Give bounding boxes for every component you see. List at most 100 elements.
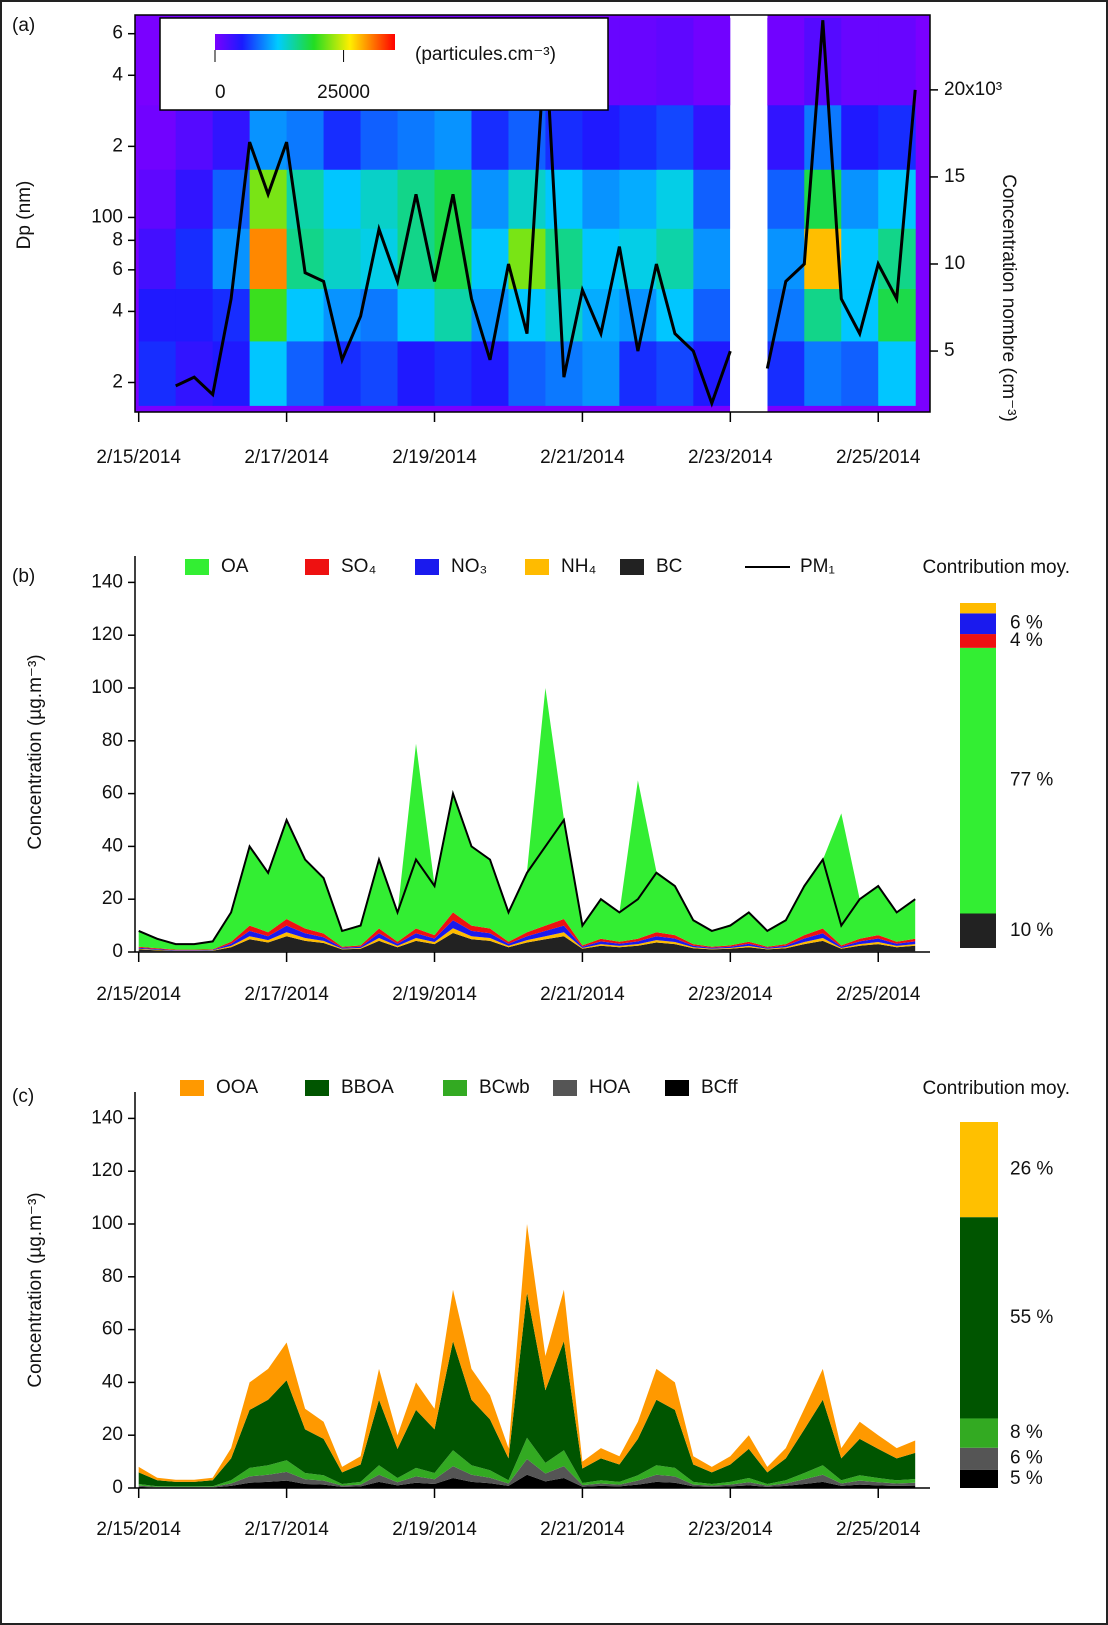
legend-label: HOA <box>589 1077 631 1098</box>
heatmap-cell <box>175 169 214 229</box>
y-tick-label: 2 <box>112 372 123 393</box>
contribution-bar <box>960 634 996 648</box>
contribution-label: 6 % <box>1010 613 1043 634</box>
heatmap-cell <box>804 228 842 290</box>
heatmap-cell <box>175 340 214 406</box>
legend-label: BCwb <box>479 1077 530 1098</box>
contribution-label: 10 % <box>1010 920 1053 941</box>
y-tick-label: 100 <box>91 1213 123 1234</box>
x-tick-label: 2/19/2014 <box>392 1519 477 1540</box>
heatmap-cell <box>656 340 694 406</box>
x-tick-label: 2/15/2014 <box>96 447 181 468</box>
heatmap-cell <box>693 169 731 229</box>
y-tick-label: 40 <box>102 1371 123 1392</box>
heatmap-cell <box>767 104 805 170</box>
contribution-bar <box>960 913 996 948</box>
y-tick-label: 100 <box>91 677 123 698</box>
y-tick-label: 120 <box>91 624 123 645</box>
contribution-label: 55 % <box>1010 1307 1053 1328</box>
heatmap-cell <box>693 288 731 342</box>
plot-frame <box>134 14 931 413</box>
heatmap-cell <box>138 228 177 290</box>
y-tick-label: 100 <box>91 206 123 227</box>
y-tick-label: 120 <box>91 1160 123 1181</box>
heatmap-cell <box>212 340 251 406</box>
legend-swatch <box>553 1080 577 1096</box>
heatmap-cell <box>212 104 251 170</box>
y-tick-label: 80 <box>102 730 123 751</box>
contribution-label: 4 % <box>1010 630 1043 651</box>
y2-axis-title: Concentration nombre (cm⁻³) <box>998 174 1019 422</box>
heatmap-cell <box>656 228 694 290</box>
heatmap-cell <box>804 288 842 342</box>
heatmap-cell <box>175 104 214 170</box>
contribution-bar <box>960 1122 998 1218</box>
contribution-label: 26 % <box>1010 1159 1053 1180</box>
y-tick-label: 60 <box>102 783 123 804</box>
heatmap-cell <box>619 104 657 170</box>
heatmap-cell <box>471 104 509 170</box>
pm-line <box>138 789 916 946</box>
heatmap-cell <box>619 340 657 406</box>
heatmap-cell <box>323 104 362 170</box>
x-tick-label: 2/21/2014 <box>540 1519 625 1540</box>
y-axis-title: Concentration (µg.m⁻³) <box>25 1192 46 1387</box>
heatmap-cell <box>656 104 694 170</box>
heatmap-cell <box>582 228 620 290</box>
data-gap <box>730 15 768 412</box>
legend-swatch <box>443 1080 467 1096</box>
heatmap-cell <box>286 288 325 342</box>
contribution-bar <box>960 1469 998 1488</box>
heatmap-cell <box>656 17 694 106</box>
stacked-area <box>138 912 916 951</box>
legend-swatch <box>180 1080 204 1096</box>
legend-label: OA <box>221 556 249 577</box>
colorbar-tick-label: 0 <box>215 82 226 103</box>
x-tick-label: 2/23/2014 <box>688 447 773 468</box>
x-tick-label: 2/25/2014 <box>836 1519 921 1540</box>
y-tick-label: 8 <box>112 229 123 250</box>
y-tick-label: 4 <box>112 64 123 85</box>
heatmap-cell <box>397 288 436 342</box>
heatmap-cell <box>693 104 731 170</box>
contribution-title: Contribution moy. <box>923 1078 1071 1099</box>
heatmap-cell <box>508 228 546 290</box>
heatmap-cell <box>619 288 657 342</box>
heatmap-cell <box>508 340 546 406</box>
contribution-title: Contribution moy. <box>923 557 1071 578</box>
heatmap-cell <box>175 228 214 290</box>
y2-tick-label: 10 <box>944 253 965 274</box>
heatmap-cell <box>693 17 731 106</box>
x-tick-label: 2/17/2014 <box>244 447 329 468</box>
heatmap-cell <box>767 288 805 342</box>
heatmap-cell <box>767 17 805 106</box>
heatmap-cell <box>804 340 842 406</box>
y-axis-title: Concentration (µg.m⁻³) <box>25 654 46 849</box>
heatmap-cell <box>619 17 657 106</box>
heatmap-cell <box>878 169 916 229</box>
heatmap-cell <box>582 340 620 406</box>
legend-swatch <box>185 559 209 575</box>
y2-tick-label: 15 <box>944 166 965 187</box>
heatmap-cell <box>138 169 177 229</box>
y-tick-label: 2 <box>112 135 123 156</box>
y2-tick-label: 20x10³ <box>944 79 1002 100</box>
panel-label: (a) <box>12 15 35 36</box>
heatmap-cell <box>619 169 657 229</box>
contribution-bar <box>960 603 996 614</box>
heatmap-cell <box>545 228 583 290</box>
legend-swatch <box>305 1080 329 1096</box>
stacked-area <box>138 933 916 952</box>
stacked-area <box>138 1224 916 1482</box>
heatmap-cell <box>508 169 546 229</box>
x-tick-label: 2/15/2014 <box>96 1519 181 1540</box>
y-tick-label: 0 <box>112 1477 123 1498</box>
contribution-bar <box>960 1217 998 1419</box>
y-axis-title: Dp (nm) <box>14 181 35 250</box>
heatmap-cell <box>582 169 620 229</box>
stacked-area <box>138 1292 916 1487</box>
heatmap-cell <box>249 288 288 342</box>
y-tick-label: 6 <box>112 259 123 280</box>
heatmap-cell <box>138 340 177 406</box>
legend-swatch <box>665 1080 689 1096</box>
